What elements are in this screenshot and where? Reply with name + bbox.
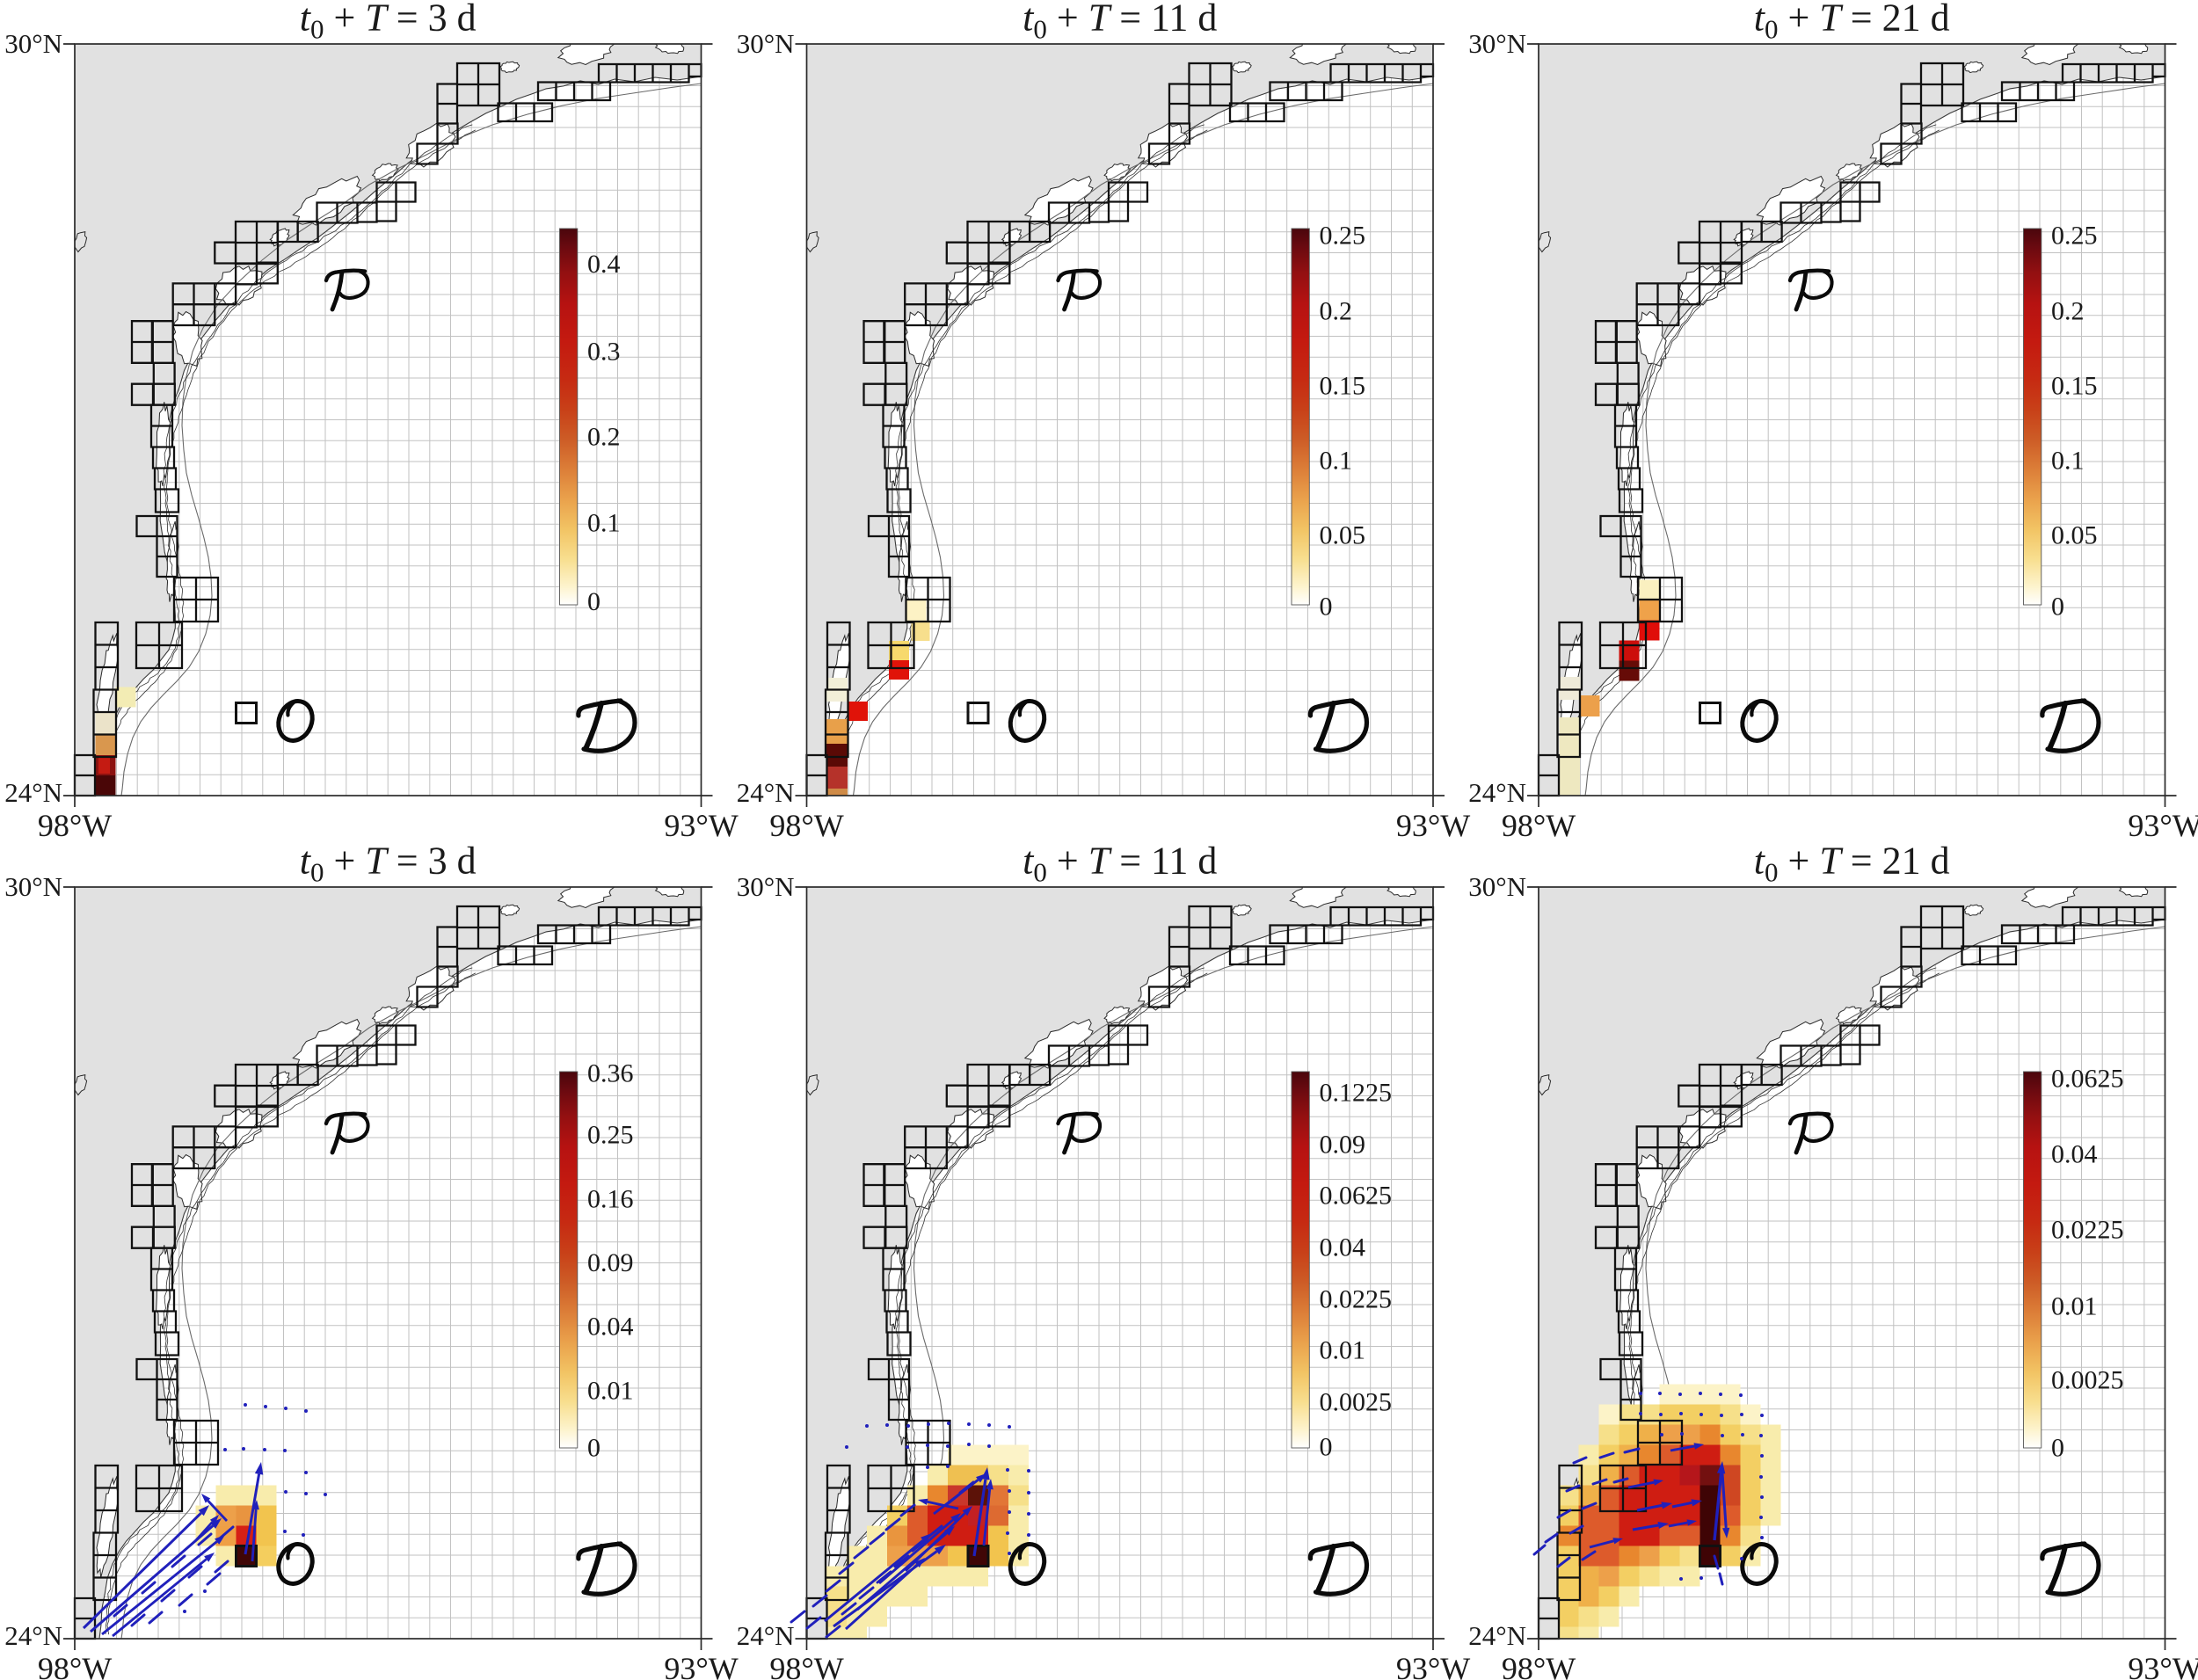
svg-text:0.01: 0.01 — [587, 1377, 634, 1406]
svg-text:0.04: 0.04 — [1320, 1233, 1366, 1262]
svg-text:0.04: 0.04 — [2051, 1140, 2098, 1169]
svg-text:0.0625: 0.0625 — [1320, 1182, 1393, 1211]
svg-text:0.3: 0.3 — [587, 338, 621, 367]
svg-text:0.01: 0.01 — [2051, 1292, 2098, 1321]
svg-text:0: 0 — [2051, 1434, 2064, 1463]
svg-text:0.0225: 0.0225 — [1320, 1285, 1393, 1314]
svg-text:0.1: 0.1 — [587, 509, 621, 538]
svg-text:t0 + T = 21 d: t0 + T = 21 d — [1754, 840, 1950, 888]
svg-text:t0 + T = 11 d: t0 + T = 11 d — [1023, 0, 1217, 45]
svg-text:t0 + T = 11 d: t0 + T = 11 d — [1023, 840, 1217, 888]
svg-text:0: 0 — [587, 587, 600, 616]
svg-text:0.0225: 0.0225 — [2051, 1216, 2124, 1245]
svg-text:0.09: 0.09 — [587, 1248, 634, 1277]
svg-text:0.36: 0.36 — [587, 1059, 634, 1088]
svg-text:0.15: 0.15 — [1320, 372, 1366, 401]
svg-text:t0 + T = 3 d: t0 + T = 3 d — [300, 840, 477, 888]
svg-text:0.25: 0.25 — [2051, 222, 2098, 251]
svg-text:0.1: 0.1 — [2051, 447, 2085, 476]
svg-text:0.04: 0.04 — [587, 1313, 634, 1342]
svg-text:t0 + T = 3 d: t0 + T = 3 d — [300, 0, 477, 45]
svg-text:0.25: 0.25 — [1320, 222, 1366, 251]
svg-text:0.01: 0.01 — [1320, 1336, 1366, 1365]
svg-text:0.16: 0.16 — [587, 1185, 634, 1214]
svg-text:0.2: 0.2 — [1320, 297, 1353, 326]
svg-text:0.0025: 0.0025 — [1320, 1388, 1393, 1417]
svg-text:0.2: 0.2 — [2051, 297, 2085, 326]
svg-text:0: 0 — [2051, 593, 2064, 622]
svg-text:0.1225: 0.1225 — [1320, 1079, 1393, 1108]
svg-text:0.15: 0.15 — [2051, 372, 2098, 401]
svg-text:0.05: 0.05 — [1320, 521, 1366, 550]
svg-text:0.4: 0.4 — [587, 250, 621, 279]
svg-text:0.1: 0.1 — [1320, 447, 1353, 476]
svg-text:0.25: 0.25 — [587, 1121, 634, 1150]
svg-text:0: 0 — [1320, 1433, 1333, 1462]
svg-text:0: 0 — [1320, 593, 1333, 622]
svg-text:0.05: 0.05 — [2051, 521, 2098, 550]
svg-text:t0 + T = 21 d: t0 + T = 21 d — [1754, 0, 1950, 45]
svg-text:0.0025: 0.0025 — [2051, 1366, 2124, 1395]
svg-text:0: 0 — [587, 1434, 600, 1463]
svg-text:0.09: 0.09 — [1320, 1131, 1366, 1160]
svg-text:0.2: 0.2 — [587, 423, 621, 452]
svg-text:0.0625: 0.0625 — [2051, 1065, 2124, 1094]
